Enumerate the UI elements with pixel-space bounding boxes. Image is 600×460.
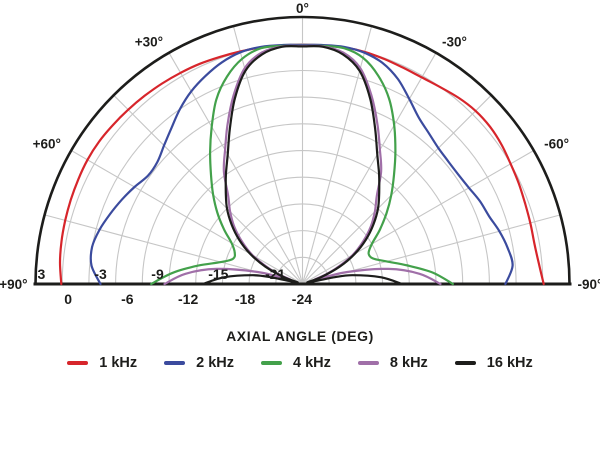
legend-item-2-khz: 2 kHz: [164, 355, 234, 371]
grid-spoke: [302, 94, 492, 285]
legend-dash-icon: [454, 361, 476, 365]
angle-label: 0°: [296, 1, 309, 16]
series-curve-2-khz: [89, 43, 514, 286]
legend-dash-icon: [261, 361, 283, 365]
radial-label-below: -6: [121, 291, 134, 307]
radial-label-above: -15: [208, 266, 228, 282]
radial-label-below: -18: [235, 291, 255, 307]
grid-spoke: [113, 94, 303, 285]
polar-plot: 0° +30° -30° +60° -60° +90° -90° 3 -3 -9 -15 -21 0 -6…: [0, 1, 600, 307]
legend-item-1-khz: 1 kHz: [67, 355, 137, 371]
angle-label: +60°: [33, 137, 61, 152]
radial-label-above: 3: [38, 266, 46, 282]
legend-item-8-khz: 8 kHz: [357, 355, 428, 371]
radial-label-below: 0: [64, 291, 72, 307]
angle-label: +90°: [0, 277, 28, 292]
outer-ring: [34, 15, 571, 285]
radial-label-below: -12: [178, 291, 198, 307]
radial-label-below: -24: [292, 291, 312, 307]
legend-label: 8 kHz: [389, 355, 428, 371]
legend-label: 2 kHz: [196, 355, 235, 371]
angle-label: +30°: [135, 34, 163, 49]
series-curve-1-khz: [58, 43, 545, 286]
radial-label-above: -21: [265, 266, 285, 282]
legend-dash-icon: [164, 361, 186, 365]
angle-label: -30°: [442, 34, 467, 49]
grid-spoke: [302, 52, 437, 285]
legend-label: 16 kHz: [486, 355, 533, 371]
legend-label: 4 kHz: [293, 355, 331, 371]
grid-spoke: [302, 150, 534, 285]
legend-item-16-khz: 16 kHz: [454, 355, 533, 371]
legend-item-4-khz: 4 kHz: [261, 355, 331, 371]
legend-dash-icon: [357, 361, 379, 365]
radial-label-above: -9: [151, 266, 164, 282]
legend-dash-icon: [67, 361, 89, 365]
x-axis-title: AXIAL ANGLE (DEG): [226, 328, 374, 344]
angle-label: -90°: [578, 277, 600, 292]
legend: 1 kHz 2 kHz 4 kHz 8 kHz 16 kHz: [0, 355, 600, 371]
grid-spoke: [71, 150, 303, 285]
legend-label: 1 kHz: [99, 355, 138, 371]
series-curve-16-khz: [201, 45, 404, 286]
radial-label-above: -3: [94, 266, 107, 282]
angle-label: -60°: [544, 137, 569, 152]
